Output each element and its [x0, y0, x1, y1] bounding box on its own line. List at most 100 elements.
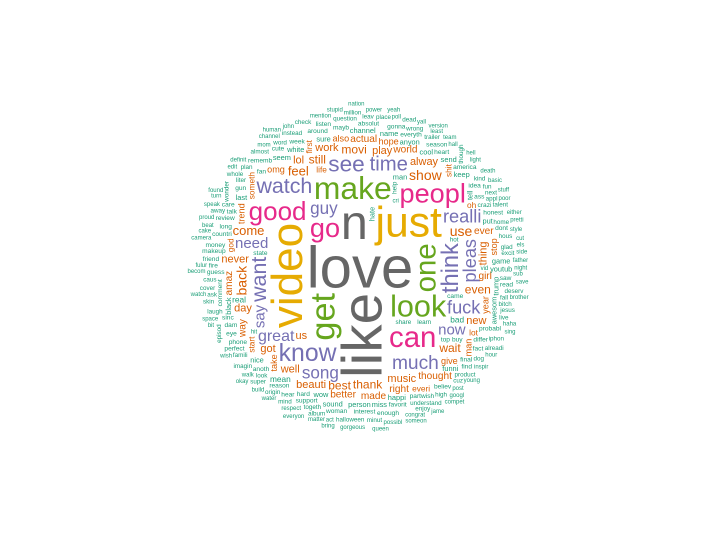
word-208: iphon [489, 336, 505, 343]
word-274: becom [187, 269, 205, 275]
word-72: lot [469, 328, 478, 338]
word-0: love [307, 236, 413, 301]
word-149: woman [325, 408, 348, 415]
word-201: dog [474, 355, 485, 362]
word-161: fire [209, 262, 218, 269]
word-41: play [372, 145, 393, 157]
word-131: heart [434, 149, 449, 156]
word-231: inspir [474, 364, 488, 370]
word-114: review [216, 215, 235, 222]
word-11: peopl [400, 177, 466, 208]
word-121: sinc [222, 315, 234, 322]
word-213: leav [362, 114, 374, 121]
word-235: vid [481, 266, 489, 272]
word-71: man [463, 339, 473, 357]
word-240: light [470, 158, 481, 164]
word-40: music [387, 373, 416, 385]
word-151: absolut [358, 120, 379, 127]
word-31: show [409, 167, 443, 183]
word-84: bad [450, 314, 464, 324]
word-170: liter [236, 177, 246, 184]
word-27: now [438, 322, 466, 339]
word-20: pleas [460, 239, 480, 282]
word-145: makeup [202, 248, 226, 255]
word-59: way [237, 318, 248, 338]
word-105: awesom [490, 297, 499, 325]
word-279: someon [405, 418, 426, 424]
word-189: ask [207, 292, 218, 299]
word-178: bitch [498, 301, 512, 308]
word-193: kind [474, 175, 486, 182]
word-118: week [288, 139, 305, 146]
word-28: say [252, 304, 269, 328]
word-179: trailer [424, 134, 440, 141]
word-5: get [304, 293, 342, 341]
word-251: death [480, 169, 495, 175]
word-265: water [261, 396, 277, 402]
word-77: life [316, 165, 327, 175]
word-281: wish [219, 354, 232, 360]
word-26: need [235, 235, 268, 252]
word-127: state [253, 250, 268, 257]
word-256: basic [488, 178, 502, 184]
word-18: time [370, 154, 408, 176]
word-237: matter [308, 417, 325, 423]
word-17: watch [255, 174, 312, 198]
word-92: channel [350, 126, 376, 135]
word-29: back [234, 265, 250, 296]
word-73: someth [246, 172, 256, 200]
word-203: album [308, 410, 325, 417]
word-74: first [304, 139, 314, 153]
word-53: world [392, 145, 417, 156]
word-169: famili [233, 352, 248, 359]
word-197: fun [483, 184, 492, 191]
word-61: actual [350, 134, 377, 145]
word-249: poor [498, 196, 510, 202]
word-224: check [295, 119, 312, 126]
word-146: mayb [333, 125, 349, 132]
word-46: beauti [296, 379, 326, 391]
word-187: halloween [336, 416, 365, 423]
word-4: just [373, 199, 442, 247]
word-270: night [514, 265, 527, 271]
word-39: wait [438, 341, 461, 355]
word-255: proud [199, 215, 214, 221]
word-116: around [307, 128, 328, 135]
word-100: name [380, 129, 399, 138]
word-160: find [461, 364, 472, 371]
word-205: talent [493, 202, 509, 209]
word-78: god [226, 238, 236, 252]
word-21: realli [443, 207, 481, 227]
word-223: next [485, 189, 497, 196]
word-51: new [466, 315, 486, 327]
word-89: person [348, 400, 371, 409]
word-230: least [430, 129, 443, 135]
word-24: guy [310, 199, 338, 218]
word-140: phone [229, 339, 248, 346]
word-166: listen [316, 121, 332, 128]
word-22: fuck [447, 298, 481, 318]
word-263: save [516, 279, 529, 285]
word-155: perfect [224, 346, 244, 353]
word-42: never [221, 254, 249, 266]
word-81: real [232, 295, 246, 305]
word-261: googl [449, 393, 464, 399]
word-226: mention [310, 113, 331, 119]
word-124: crazi [478, 202, 492, 209]
word-278: human [263, 128, 281, 134]
word-264: version [429, 123, 448, 129]
word-176: togeth [304, 404, 322, 411]
word-76: start [247, 336, 257, 353]
word-210: away [210, 208, 226, 215]
word-153: came [447, 293, 463, 300]
word-123: probabl [479, 326, 502, 333]
word-288: stuff [498, 187, 510, 193]
word-297: jame [430, 409, 445, 415]
word-287: els [517, 243, 525, 249]
word-48: day [234, 302, 252, 314]
word-93: keep [454, 170, 470, 179]
word-280: hell [466, 150, 475, 156]
word-269: bit [208, 323, 215, 329]
word-45: alway [410, 156, 439, 168]
word-200: episod [216, 324, 223, 343]
